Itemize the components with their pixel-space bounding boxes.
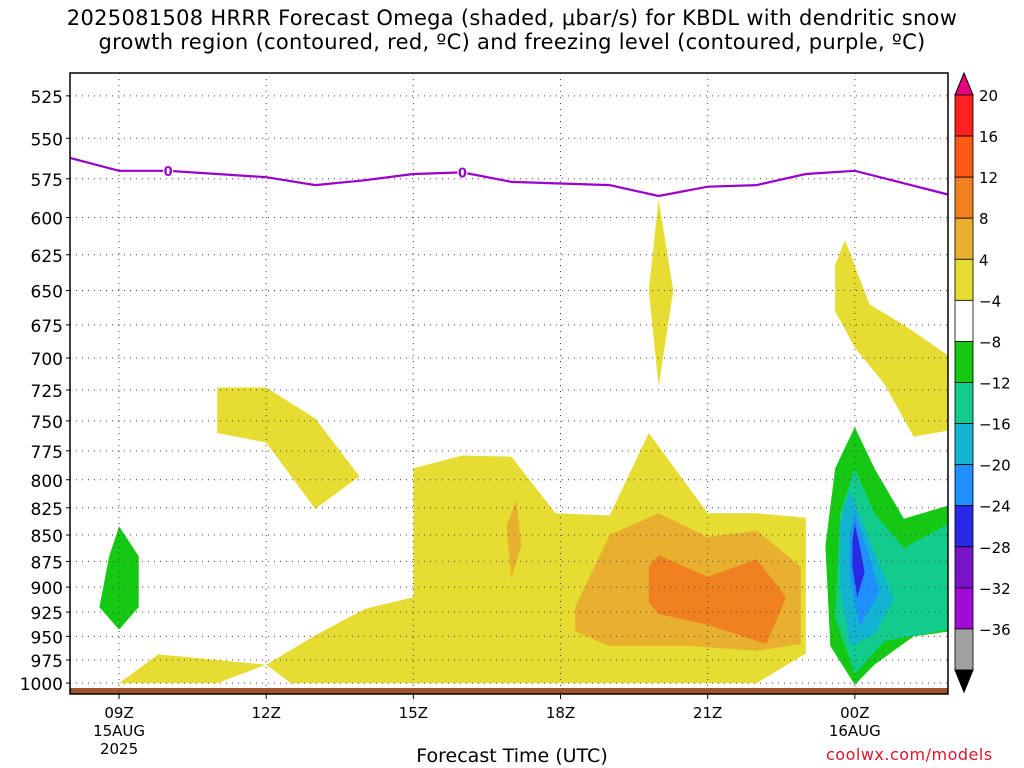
freezing-level-label: 0 <box>164 165 173 180</box>
colorbar-segment-7 <box>954 341 974 383</box>
y-tick-label-800: 800 <box>31 472 63 492</box>
y-tick-label-825: 825 <box>31 500 63 520</box>
colorbar-segment-9 <box>954 423 974 466</box>
y-tick-label-675: 675 <box>31 317 63 337</box>
y-tick-label-975: 975 <box>31 652 63 672</box>
x-tick-label-12Z: 12Z <box>252 704 281 722</box>
colorbar-label-1: 16 <box>979 128 998 146</box>
y-tick-label-750: 750 <box>31 413 63 433</box>
freezing-level-label: 0 <box>458 166 467 181</box>
colorbar-label-12: −32 <box>979 580 1011 598</box>
colorbar-bottom-arrow <box>954 669 974 694</box>
colorbar-segment-1 <box>954 94 974 137</box>
y-tick-label-600: 600 <box>31 210 63 230</box>
chart-title-line2: growth region (contoured, red, ºC) and f… <box>98 30 926 54</box>
colorbar-segment-6 <box>954 299 974 342</box>
x-tick-date-00Z: 16AUG <box>829 722 881 740</box>
credit-text: coolwx.com/models <box>826 745 993 764</box>
colorbar-label-6: −8 <box>979 333 1001 351</box>
x-tick-label-09Z: 09Z <box>104 704 133 722</box>
omega-region-0 <box>119 654 267 684</box>
x-tick-label-00Z: 00Z <box>840 704 869 722</box>
colorbar-segment-13 <box>954 587 974 630</box>
colorbar-label-10: −24 <box>979 498 1011 516</box>
colorbar-label-0: 20 <box>979 87 998 105</box>
chart-title-line1: 2025081508 HRRR Forecast Omega (shaded, … <box>66 6 958 30</box>
freezing-level-label-bg <box>163 162 174 177</box>
colorbar-segment-2 <box>954 135 974 178</box>
omega-region-2 <box>217 387 360 509</box>
y-tick-label-875: 875 <box>31 553 63 573</box>
colorbar-segment-3 <box>954 176 974 219</box>
colorbar-label-9: −20 <box>979 457 1011 475</box>
x-tick-label-18Z: 18Z <box>546 704 575 722</box>
colorbar-segment-11 <box>954 505 974 548</box>
y-tick-label-575: 575 <box>31 171 63 191</box>
freezing-level-line <box>69 156 949 198</box>
colorbar-top-arrow <box>954 71 974 96</box>
colorbar-segment-12 <box>954 546 974 589</box>
omega-region-3 <box>648 199 674 387</box>
y-tick-label-625: 625 <box>31 247 63 267</box>
omega-region-4 <box>835 240 948 437</box>
x-tick-label-21Z: 21Z <box>693 704 722 722</box>
x-tick-date-09Z: 15AUG <box>93 722 145 740</box>
terrain-strip <box>70 688 948 694</box>
y-tick-label-925: 925 <box>31 604 63 624</box>
y-tick-label-700: 700 <box>31 350 63 370</box>
y-tick-label-900: 900 <box>31 579 63 599</box>
y-tick-label-1000: 1000 <box>20 675 63 695</box>
colorbar-segment-14 <box>954 628 974 671</box>
omega-region-6 <box>506 500 522 578</box>
y-tick-label-650: 650 <box>31 283 63 303</box>
x-tick-year-09Z: 2025 <box>100 740 138 758</box>
colorbar-label-7: −12 <box>979 375 1011 393</box>
omega-region-7 <box>648 555 787 644</box>
plot-frame <box>69 72 949 695</box>
colorbar-label-8: −16 <box>979 416 1011 434</box>
x-tick-label-15Z: 15Z <box>399 704 428 722</box>
y-tick-label-550: 550 <box>31 130 63 150</box>
colorbar-label-2: 12 <box>979 169 998 187</box>
colorbar-label-3: 8 <box>979 210 989 228</box>
colorbar-label-13: −36 <box>979 621 1011 639</box>
colorbar-label-11: −28 <box>979 539 1011 557</box>
x-axis-label: Forecast Time (UTC) <box>416 745 608 767</box>
y-tick-label-525: 525 <box>31 88 63 108</box>
colorbar-segment-5 <box>954 258 974 301</box>
chart-title: 2025081508 HRRR Forecast Omega (shaded, … <box>0 6 1024 54</box>
colorbar-segment-4 <box>954 217 974 260</box>
y-tick-label-950: 950 <box>31 628 63 648</box>
omega-region-13 <box>852 524 865 598</box>
colorbar-segment-8 <box>954 382 974 424</box>
colorbar-label-4: 4 <box>979 251 989 269</box>
colorbar-label-5: −4 <box>979 292 1001 310</box>
freezing-level-label-bg <box>457 164 468 179</box>
y-tick-label-850: 850 <box>31 527 63 547</box>
colorbar-segment-10 <box>954 464 974 507</box>
y-tick-label-775: 775 <box>31 443 63 463</box>
y-tick-label-725: 725 <box>31 382 63 402</box>
